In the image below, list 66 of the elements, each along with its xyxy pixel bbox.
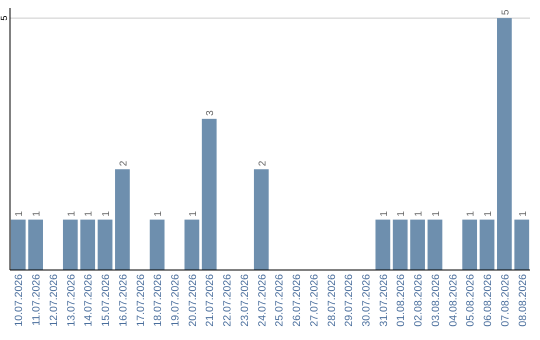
bar bbox=[28, 220, 43, 270]
bar bbox=[10, 220, 26, 270]
x-tick-label: 06.08.2026 bbox=[482, 274, 494, 327]
x-tick-label: 27.07.2026 bbox=[308, 274, 320, 327]
x-tick-label: 26.07.2026 bbox=[291, 274, 304, 327]
data-label: 1 bbox=[14, 210, 26, 217]
bar bbox=[80, 220, 96, 270]
x-tick-label: 19.07.2026 bbox=[170, 274, 182, 327]
x-tick-label: 12.07.2026 bbox=[48, 274, 60, 327]
x-tick-label: 10.07.2026 bbox=[13, 274, 26, 327]
x-tick-label: 07.08.2026 bbox=[499, 274, 512, 327]
bar bbox=[98, 220, 112, 270]
x-tick-label: 25.07.2026 bbox=[274, 274, 286, 327]
x-tick-label: 01.08.2026 bbox=[395, 274, 408, 327]
x-tick-label: 15.07.2026 bbox=[100, 274, 112, 327]
x-tick-label: 05.08.2026 bbox=[464, 274, 477, 327]
x-tick-label: 28.07.2026 bbox=[326, 274, 338, 327]
data-label: 1 bbox=[66, 210, 78, 217]
bar bbox=[462, 220, 478, 270]
x-tick-label: 20.07.2026 bbox=[186, 274, 199, 327]
x-tick-label: 29.07.2026 bbox=[343, 274, 356, 327]
bar bbox=[514, 220, 530, 270]
x-tick-label: 16.07.2026 bbox=[117, 274, 130, 327]
data-label: 1 bbox=[518, 210, 529, 217]
bar bbox=[62, 220, 78, 270]
data-label: 1 bbox=[32, 210, 43, 217]
data-label: 1 bbox=[430, 210, 442, 217]
x-tick-label: 23.07.2026 bbox=[238, 274, 251, 327]
data-label: 1 bbox=[153, 210, 164, 217]
data-label: 2 bbox=[257, 160, 268, 166]
x-tick-label: 02.08.2026 bbox=[412, 274, 425, 327]
bar bbox=[410, 220, 425, 270]
bar bbox=[115, 169, 130, 270]
x-tick-label: 31.07.2026 bbox=[378, 274, 390, 327]
x-tick-label: 18.07.2026 bbox=[152, 274, 164, 327]
bar bbox=[480, 220, 494, 270]
bar bbox=[428, 220, 442, 270]
data-label: 1 bbox=[84, 210, 95, 217]
x-tick-label: 03.08.2026 bbox=[430, 274, 442, 327]
data-label: 1 bbox=[414, 210, 425, 217]
bar bbox=[497, 18, 512, 270]
bar bbox=[392, 220, 408, 270]
data-label: 1 bbox=[396, 210, 408, 217]
x-tick-label: 04.08.2026 bbox=[447, 274, 460, 327]
data-label: 1 bbox=[101, 210, 112, 217]
data-label: 1 bbox=[378, 210, 390, 217]
x-tick-label: 24.07.2026 bbox=[256, 274, 268, 327]
data-label: 2 bbox=[118, 160, 130, 166]
data-label: 1 bbox=[466, 210, 477, 217]
data-label: 1 bbox=[188, 210, 199, 217]
x-tick-label: 21.07.2026 bbox=[204, 274, 216, 327]
x-tick-label: 22.07.2026 bbox=[222, 274, 234, 327]
bar bbox=[150, 220, 165, 270]
x-tick-label: 08.08.2026 bbox=[516, 274, 529, 327]
x-tick-label: 17.07.2026 bbox=[134, 274, 147, 327]
data-label: 1 bbox=[483, 210, 494, 217]
bar bbox=[375, 220, 390, 270]
data-label: 5 bbox=[500, 9, 512, 16]
x-tick-label: 13.07.2026 bbox=[65, 274, 78, 327]
bar bbox=[184, 220, 200, 270]
x-tick-label: 11.07.2026 bbox=[30, 274, 43, 326]
bar bbox=[254, 169, 269, 270]
data-label: 3 bbox=[205, 110, 216, 116]
x-tick-label: 14.07.2026 bbox=[82, 274, 95, 327]
x-tick-label: 30.07.2026 bbox=[360, 274, 372, 327]
bar bbox=[202, 118, 217, 270]
